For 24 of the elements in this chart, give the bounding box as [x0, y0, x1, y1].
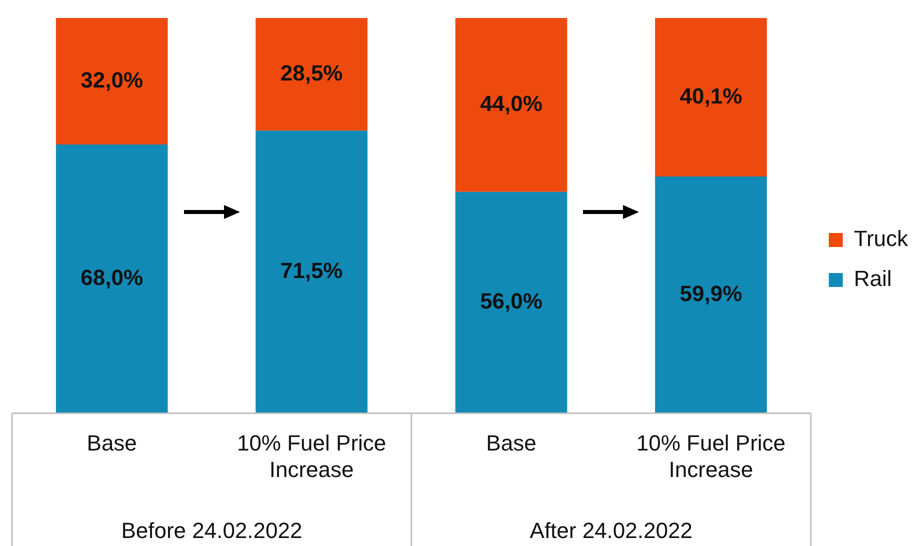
bar: [455, 18, 568, 192]
bar: [655, 176, 767, 414]
data-label: 44,0%: [480, 91, 542, 116]
legend-label: Rail: [854, 266, 892, 292]
bar: [56, 144, 168, 414]
data-label: 40,1%: [680, 83, 742, 108]
data-label: 68,0%: [80, 264, 144, 290]
legend-label: Truck: [854, 226, 909, 252]
data-label: 28,5%: [280, 60, 343, 86]
bar: [655, 18, 767, 176]
bar: [256, 18, 368, 131]
x-tick-label: Base: [486, 430, 536, 456]
x-tick-label: 10% Fuel Price Increase: [636, 430, 786, 482]
data-label: 56,0%: [480, 288, 542, 314]
bar: [56, 18, 168, 144]
x-tick-label: 10% Fuel Price Increase: [236, 430, 386, 482]
data-label: 59,9%: [680, 280, 742, 306]
text: Before 24.02.2022: [121, 518, 302, 544]
bar: [455, 192, 568, 414]
x-tick-label: Base: [86, 430, 137, 456]
bar: [256, 130, 368, 414]
data-label: 71,5%: [280, 258, 343, 283]
data-label: 32,0%: [80, 67, 144, 92]
text: After 24.02.2022: [530, 518, 692, 544]
